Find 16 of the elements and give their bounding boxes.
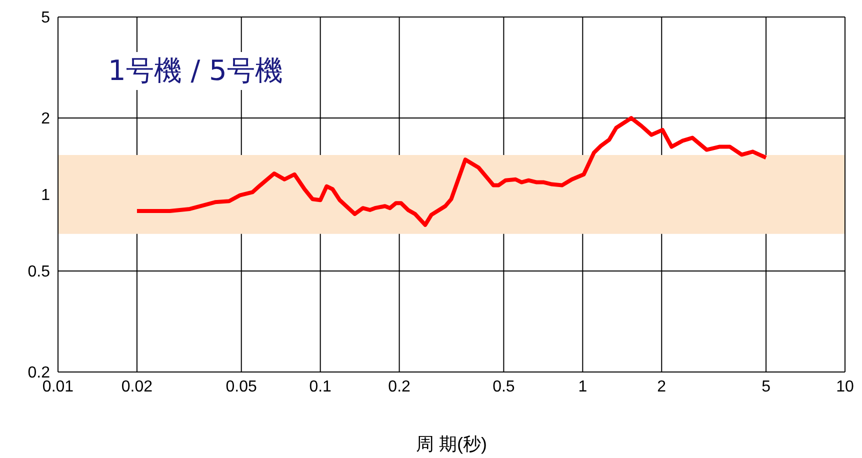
- y-tick-label: 1: [41, 187, 50, 204]
- x-tick-label: 1: [578, 378, 588, 396]
- y-tick-label: 0.5: [28, 264, 50, 281]
- x-axis-title: 周 期(秒): [416, 434, 487, 454]
- text: 1号機 / 5号機: [104, 52, 287, 90]
- x-tick-label: 0.01: [42, 378, 74, 396]
- x-tick-label: 2: [657, 378, 666, 396]
- x-tick-label: 0.1: [309, 378, 332, 396]
- x-tick-label: 0.05: [226, 378, 258, 396]
- y-tick-label: 5: [41, 10, 50, 27]
- y-tick-label: 2: [41, 110, 50, 128]
- x-tick-label: 0.02: [121, 378, 153, 396]
- x-tick-label: 0.2: [388, 378, 411, 396]
- x-tick-label: 5: [762, 378, 771, 396]
- x-tick-label: 0.5: [492, 378, 515, 396]
- x-tick-label: 10: [836, 378, 854, 396]
